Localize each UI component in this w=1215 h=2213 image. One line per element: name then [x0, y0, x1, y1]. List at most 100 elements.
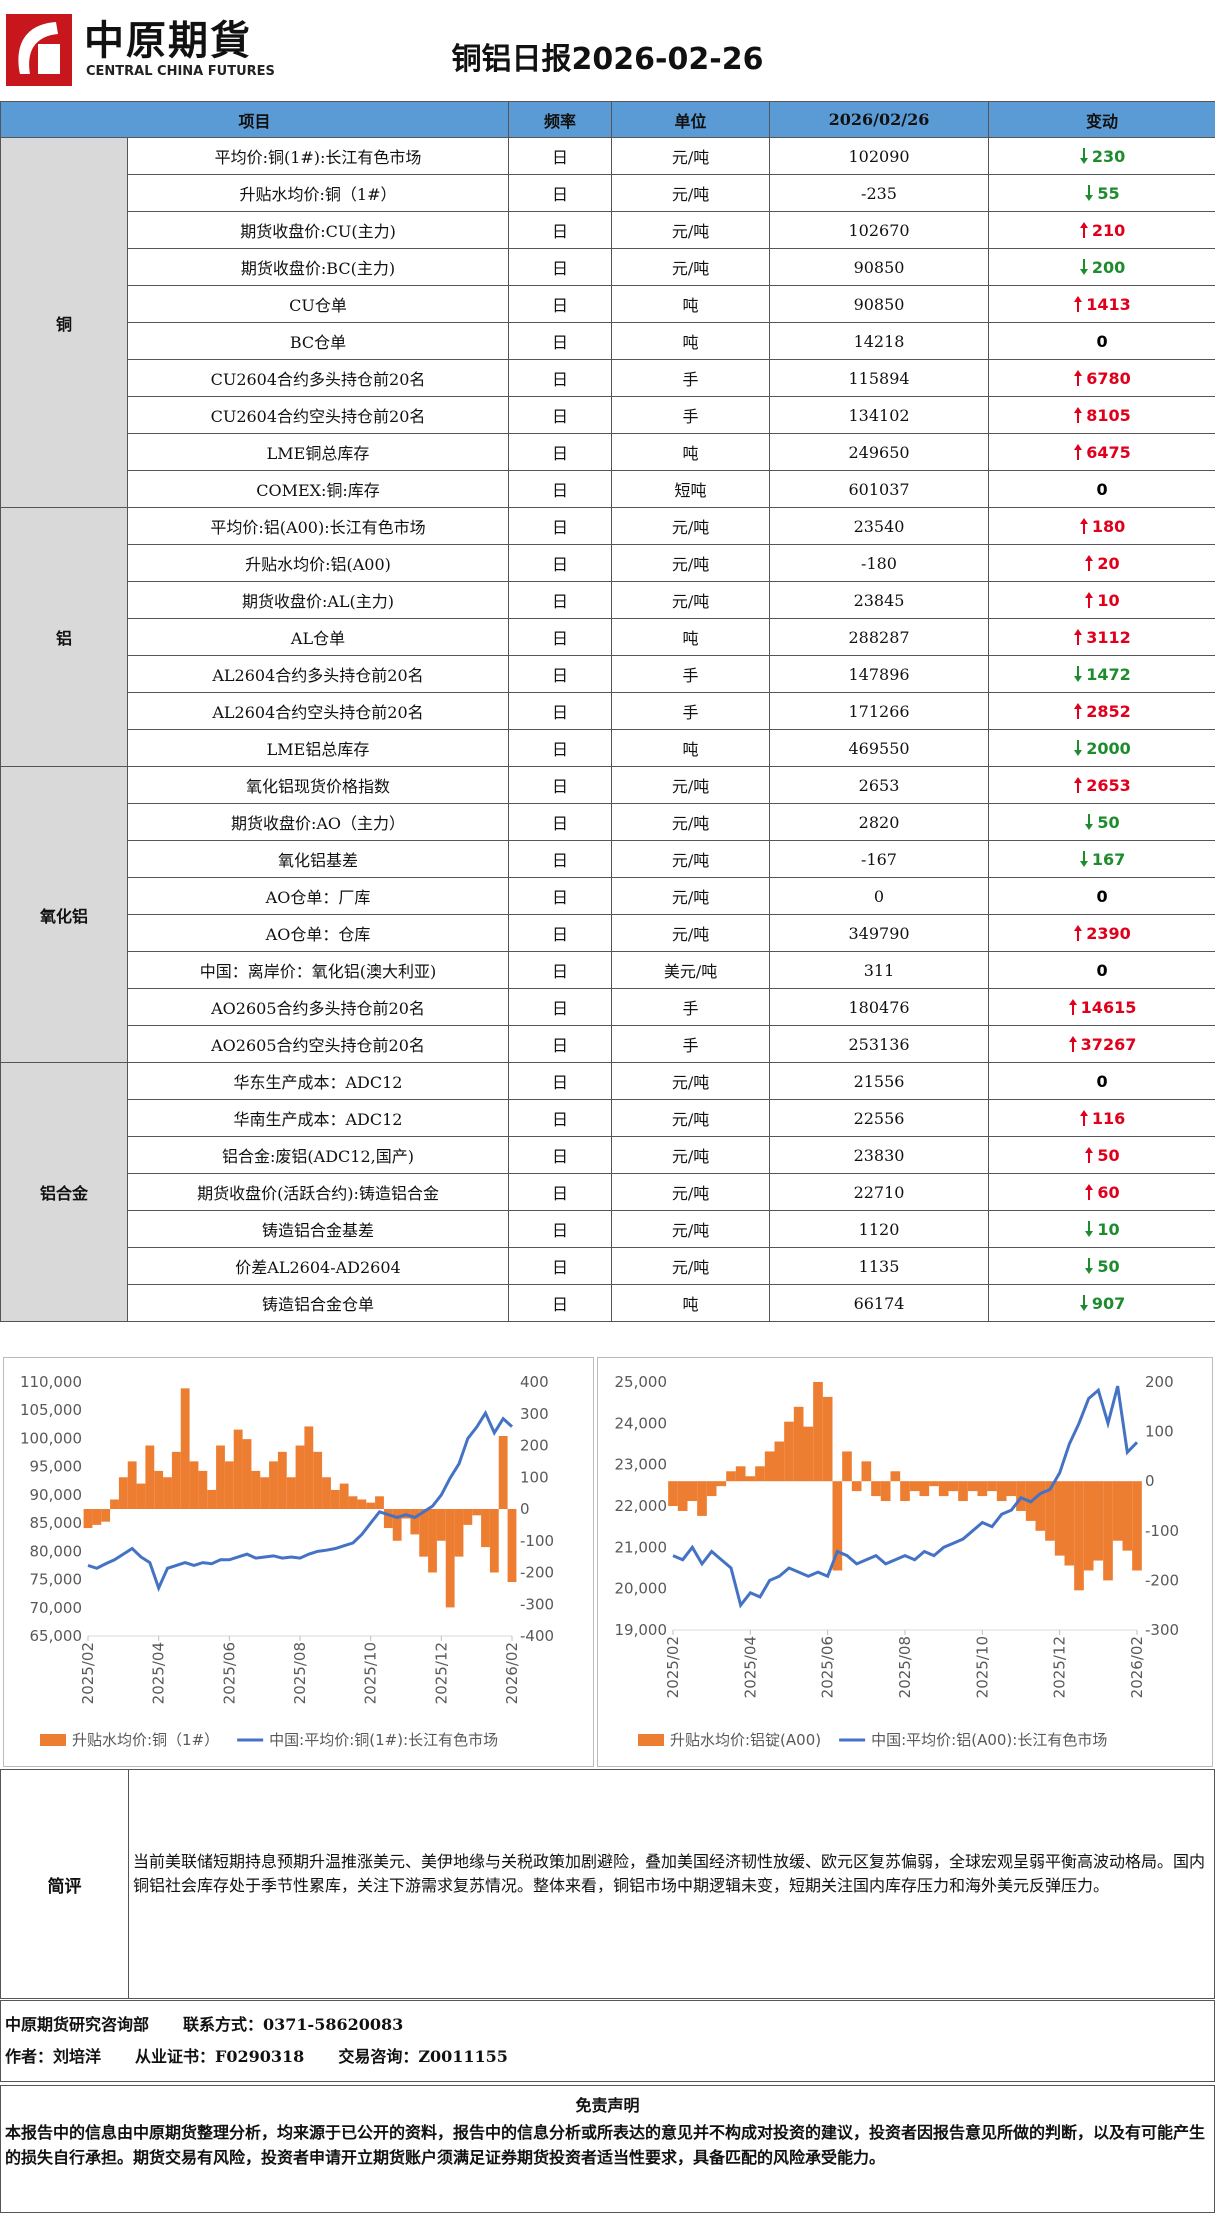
group-label: 铝 — [0, 507, 128, 767]
cell-item: CU2604合约空头持仓前20名 — [126, 396, 510, 434]
change-arrow — [1074, 776, 1083, 793]
bar — [1103, 1481, 1113, 1581]
change-arrow — [1079, 1109, 1088, 1126]
bar — [851, 1481, 862, 1492]
bar — [260, 1477, 270, 1509]
cell-freq: 日 — [508, 211, 613, 249]
cell-freq: 日 — [508, 322, 613, 360]
table-row: 中国：离岸价：氧化铝(澳大利亚) 日美元/吨 311 0 — [1, 951, 1215, 989]
y-tick-label: 21,000 — [615, 1538, 668, 1556]
change-arrow — [1079, 850, 1088, 867]
logo-icon — [6, 14, 72, 86]
logo-subtext: CENTRAL CHINA FUTURES — [86, 64, 275, 79]
y2-tick-label: 400 — [520, 1373, 549, 1391]
cell-change: 167 — [988, 840, 1215, 878]
change-value: 50 — [1097, 812, 1120, 832]
y-tick-label: 24,000 — [615, 1414, 668, 1432]
cell-freq: 日 — [508, 1136, 613, 1174]
bar — [726, 1471, 736, 1482]
bar — [207, 1489, 217, 1509]
cell-item: 平均价:铜(1#):长江有色市场 — [126, 137, 510, 175]
cell-value: 171266 — [769, 692, 990, 730]
cell-unit: 手 — [611, 359, 771, 397]
bar — [242, 1439, 252, 1509]
y2-tick-label: 100 — [520, 1468, 549, 1486]
footer-line: 中原期货研究咨询部 联系方式：0371-58620083 — [5, 2011, 437, 2035]
cell-unit: 吨 — [611, 1284, 771, 1322]
table-row: AO仓单：厂库日元/吨 0 0 — [1, 877, 1215, 915]
cell-unit: 元/吨 — [611, 1062, 771, 1100]
cell-freq: 日 — [508, 1025, 613, 1063]
cell-freq: 日 — [508, 840, 613, 878]
change-value: 2852 — [1086, 701, 1131, 721]
table-row: LME铝总库存日吨 469550 2000 — [1, 729, 1215, 767]
bar — [189, 1461, 199, 1509]
bar — [1054, 1481, 1065, 1556]
arrow — [1085, 591, 1094, 608]
cell-item: 升贴水均价:铜（1#） — [126, 174, 510, 212]
cell-value: 102090 — [769, 137, 990, 175]
cell-value: 23540 — [769, 507, 990, 545]
table-row: 华南生产成本：ADC12 日元/吨 22556 116 — [1, 1099, 1215, 1137]
cell-unit: 元/吨 — [611, 1247, 771, 1285]
chart: 19,000 20,000 21,000 22,000 23,000 24,000 25,0… — [615, 1373, 1180, 1749]
cell-freq: 日 — [508, 803, 613, 841]
x-tick-label: 2025/06 — [819, 1636, 837, 1698]
bar — [1083, 1481, 1094, 1571]
change-value: 2000 — [1086, 738, 1131, 758]
bar — [330, 1489, 340, 1509]
footer-line: 作者：刘培洋 从业证书：F0290318 交易咨询：Z0011155 — [5, 2043, 542, 2067]
arrow — [1079, 147, 1088, 164]
change-arrow — [1068, 1035, 1077, 1052]
legend-label: 中国:平均价:铜(1#):长江有色市场 — [269, 1731, 498, 1749]
cell-item: AL仓单 — [126, 618, 510, 656]
table-row: 氧化铝基差日元/吨 -167 167 — [1, 840, 1215, 878]
y2-tick-label: 200 — [1145, 1373, 1174, 1391]
x-tick-label: 2025/10 — [362, 1642, 380, 1704]
cell-change: 37267 — [988, 1025, 1215, 1063]
cell-freq: 日 — [508, 544, 613, 582]
arrow — [1074, 665, 1083, 682]
cell-unit: 元/吨 — [611, 211, 771, 249]
bar — [322, 1477, 331, 1509]
x-tick-label: 2026/02 — [1128, 1636, 1146, 1698]
footer-item: 交易咨询：Z0011155 — [338, 2047, 508, 2066]
disclaimer: 免责声明 本报告中的信息由中原期货整理分析，均来源于已公开的资料，报告中的信息分… — [0, 2085, 1215, 2213]
cell-item: 期货收盘价:BC(主力) — [126, 248, 510, 286]
cell-value: 601037 — [769, 470, 990, 508]
group-label: 铝合金 — [0, 1062, 128, 1322]
x-tick-label: 2025/12 — [432, 1642, 450, 1704]
cell-change: 116 — [988, 1099, 1215, 1137]
bar — [967, 1481, 978, 1492]
cell-change: 6475 — [988, 433, 1215, 471]
arrow — [1085, 1146, 1094, 1163]
cell-freq: 日 — [508, 951, 613, 989]
change-value: 37267 — [1080, 1034, 1137, 1054]
change-value: 2653 — [1086, 775, 1131, 795]
bar — [948, 1481, 959, 1492]
cell-freq: 日 — [508, 1210, 613, 1248]
bar — [445, 1509, 455, 1608]
cell-change: 55 — [988, 174, 1215, 212]
arrow — [1079, 1294, 1088, 1311]
change-arrow — [1085, 1220, 1094, 1237]
cell-item: 期货收盘价:AL(主力) — [126, 581, 510, 619]
change-arrow — [1074, 406, 1083, 423]
change-arrow — [1074, 628, 1083, 645]
table-row: CU2604合约多头持仓前20名日手 115894 6780 — [1, 359, 1215, 397]
y-tick-label: 25,000 — [615, 1373, 668, 1391]
cell-value: 90850 — [769, 285, 990, 323]
arrow — [1068, 1035, 1077, 1052]
bar — [842, 1451, 852, 1482]
change-arrow — [1079, 1294, 1088, 1311]
cell-freq: 日 — [508, 248, 613, 286]
x-tick-label: 2025/02 — [79, 1642, 97, 1704]
cell-item: CU2604合约多头持仓前20名 — [126, 359, 510, 397]
cell-unit: 手 — [611, 655, 771, 693]
cell-freq: 日 — [508, 914, 613, 952]
table-row: 期货收盘价(活跃合约):铸造铝合金日元/吨 22710 60 — [1, 1173, 1215, 1211]
change-value: 1472 — [1086, 664, 1131, 684]
footer-item: 中原期货研究咨询部 — [5, 2015, 150, 2034]
cell-change: 2390 — [988, 914, 1215, 952]
cell-freq: 日 — [508, 581, 613, 619]
